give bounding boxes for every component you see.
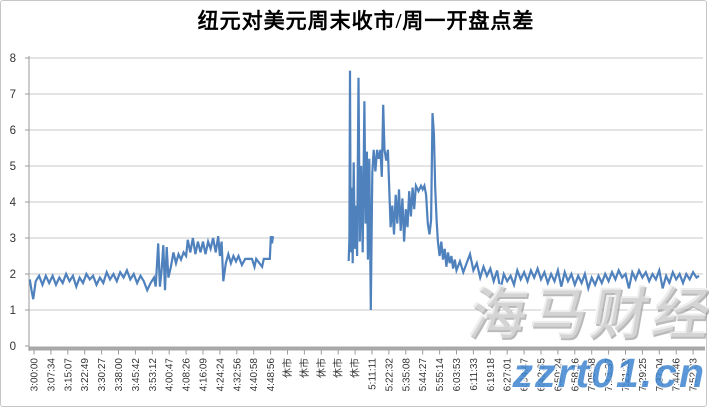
x-tick-label: 5:11:11 [368, 358, 379, 390]
x-tick-label: 6:42:35 [537, 358, 548, 392]
x-tick-label: 3:22:49 [80, 358, 91, 392]
chart-title: 纽元对美元周末收市/周一开盘点差 [197, 9, 535, 33]
x-tick-label: 7:21:28 [621, 358, 632, 392]
x-tick-label: 6:19:18 [486, 358, 497, 392]
x-tick-label: 3:53:12 [148, 358, 159, 392]
series-line [28, 70, 700, 311]
y-tick-label: 3 [10, 233, 16, 245]
x-tick-label: 4:00:47 [165, 358, 176, 392]
x-tick-label: 5:22:32 [384, 358, 395, 392]
x-axis-line [29, 346, 705, 351]
x-tick-label: 7:05:58 [587, 358, 598, 392]
y-tick-label: 5 [10, 161, 16, 173]
x-tick-label: 4:24:24 [215, 358, 226, 392]
x-tick-label: 5:35:08 [401, 358, 412, 392]
x-tick-label: 休市 [315, 358, 328, 378]
x-tick-label: 3:00:00 [30, 358, 41, 392]
x-tick-label: 3:07:34 [46, 358, 57, 392]
y-tick-label: 8 [10, 53, 16, 65]
x-tick-label: 7:29:25 [638, 358, 649, 392]
y-tick-label: 4 [10, 197, 17, 209]
x-tick-label: 4:08:26 [182, 358, 193, 392]
x-tick-label: 5:55:14 [435, 358, 446, 392]
x-tick-label: 4:16:09 [199, 358, 210, 392]
x-tick-label: 3:15:07 [63, 358, 74, 392]
x-tick-label: 6:03:53 [452, 358, 463, 392]
x-tick-label: 6:11:33 [469, 358, 480, 391]
x-tick-label: 3:30:27 [97, 358, 108, 392]
x-tick-label: 7:44:46 [672, 358, 683, 392]
x-tick-label: 休市 [332, 358, 345, 378]
x-tick-label: 休市 [298, 358, 311, 378]
x-tick-label: 休市 [349, 358, 362, 378]
x-tick-label: 6:27:01 [503, 358, 514, 392]
x-tick-label: 4:48:56 [266, 358, 277, 392]
y-tick-label: 6 [10, 125, 16, 137]
x-tick-label: 4:32:56 [232, 358, 243, 392]
x-tick-label: 6:50:24 [553, 358, 564, 392]
x-tick-label: 7:37:04 [655, 358, 666, 392]
x-tick-label: 5:44:27 [418, 358, 429, 392]
y-tick-label: 7 [10, 89, 16, 101]
x-tick-label: 6:58:16 [570, 358, 581, 392]
x-tick-label: 3:45:42 [131, 358, 142, 392]
y-tick-label: 0 [10, 341, 16, 353]
x-tick-label: 4:40:58 [249, 358, 260, 392]
y-tick-label: 1 [10, 305, 16, 317]
x-tick-label: 6:34:47 [520, 358, 531, 392]
y-tick-label: 2 [10, 269, 16, 281]
x-tick-label: 7:13:37 [604, 358, 615, 392]
x-tick-label: 7:52:33 [689, 358, 700, 392]
x-tick-label: 3:38:00 [114, 358, 125, 392]
x-tick-label: 休市 [281, 358, 294, 378]
